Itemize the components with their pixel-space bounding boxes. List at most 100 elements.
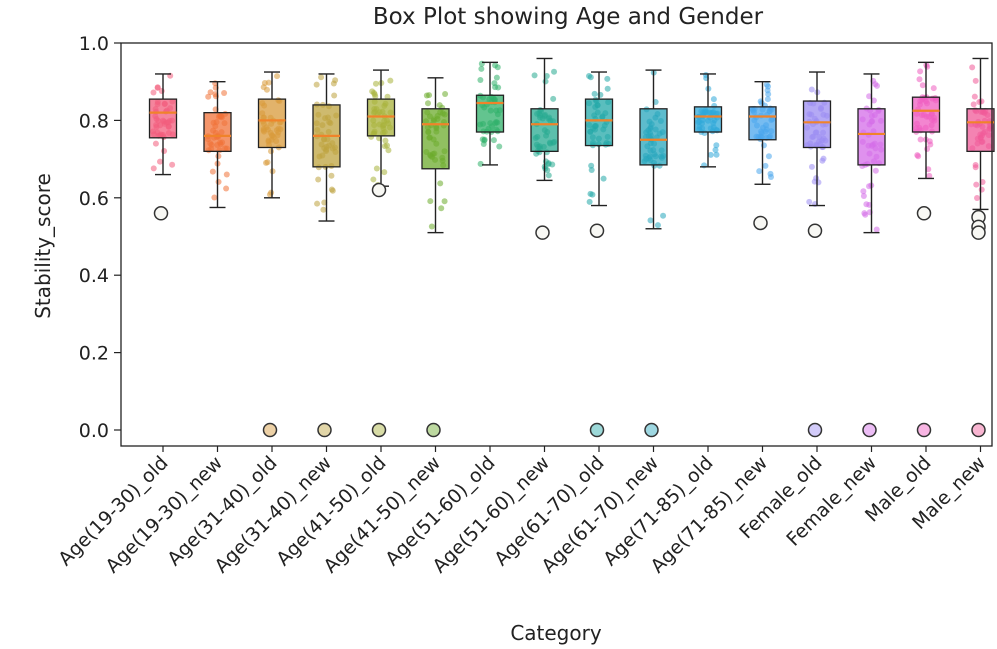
- jitter-point: [917, 68, 924, 75]
- outlier-point: [807, 223, 823, 238]
- jitter-point: [930, 85, 937, 92]
- y-axis-label: Stability_score: [31, 173, 55, 319]
- jitter-point: [764, 96, 771, 103]
- jitter-point: [479, 136, 486, 143]
- jitter-point: [588, 162, 595, 169]
- iqr-box: [584, 98, 614, 147]
- jitter-point: [438, 205, 445, 212]
- jitter-point: [531, 72, 538, 79]
- jitter-point: [860, 193, 867, 200]
- jitter-point: [533, 150, 540, 157]
- jitter-point: [873, 226, 880, 233]
- jitter-point: [819, 157, 826, 164]
- jitter-point: [442, 90, 449, 97]
- jitter-point: [441, 198, 448, 205]
- jitter-point: [808, 163, 815, 170]
- box-Age(51-60)_new: [530, 57, 559, 182]
- jitter-point: [660, 212, 667, 219]
- jitter-point: [381, 143, 388, 150]
- outlier-point-zero: [426, 422, 441, 438]
- jitter-point: [318, 74, 325, 81]
- jitter-point: [477, 160, 484, 167]
- jitter-point: [713, 142, 720, 149]
- jitter-point: [543, 73, 550, 80]
- box-Male_old: [911, 61, 941, 180]
- box-Age(31-40)_old: [257, 71, 287, 199]
- jitter-point: [169, 161, 176, 168]
- jitter-point: [762, 162, 769, 169]
- jitter-point: [549, 161, 556, 168]
- jitter-point: [313, 81, 320, 88]
- jitter-point: [974, 194, 981, 201]
- iqr-box: [966, 108, 995, 153]
- jitter-point: [161, 148, 168, 155]
- jitter-point: [263, 159, 270, 166]
- jitter-point: [550, 95, 557, 102]
- jitter-point: [330, 80, 337, 87]
- outlier-point-zero: [807, 422, 823, 438]
- x-axis: Age(19-30)_oldAge(19-30)_newAge(31-40)_o…: [54, 446, 990, 578]
- outlier-point-zero: [916, 422, 932, 438]
- jitter-point: [970, 101, 977, 108]
- jitter-point: [972, 77, 979, 84]
- jitter-point: [154, 84, 161, 91]
- jitter-point: [267, 148, 274, 155]
- iqr-box: [693, 106, 723, 133]
- jitter-point: [924, 63, 931, 70]
- jitter-point: [915, 153, 922, 160]
- jitter-point: [874, 82, 881, 89]
- jitter-point: [919, 82, 926, 89]
- jitter-point: [604, 85, 611, 92]
- outlier-point: [916, 206, 932, 221]
- iqr-box: [475, 94, 505, 133]
- jitter-point: [586, 198, 593, 205]
- jitter-point: [261, 79, 268, 86]
- iqr-box: [421, 108, 450, 170]
- jitter-point: [384, 93, 391, 100]
- jitter-point: [387, 77, 394, 84]
- jitter-point: [328, 172, 335, 179]
- jitter-point: [978, 186, 985, 193]
- jitter-point: [813, 175, 820, 182]
- jitter-point: [321, 199, 328, 206]
- jitter-point: [551, 68, 558, 75]
- jitter-point: [490, 137, 497, 144]
- jitter-point: [917, 136, 924, 143]
- box-Age(71-85)_new: [748, 80, 777, 185]
- jitter-point: [372, 80, 379, 87]
- y-tick-label: 0.2: [79, 343, 109, 365]
- outlier-point: [589, 223, 605, 238]
- jitter-point: [925, 166, 932, 173]
- outlier-point: [153, 206, 169, 221]
- jitter-point: [436, 102, 443, 109]
- outlier-point-zero: [371, 422, 387, 438]
- jitter-point: [150, 89, 157, 96]
- box-Age(61-70)_old: [584, 71, 614, 207]
- y-tick-label: 0.0: [79, 420, 109, 442]
- jitter-point: [600, 175, 607, 182]
- jitter-point: [209, 168, 216, 175]
- jitter-point: [973, 181, 980, 188]
- box-Age(19-30)_new: [203, 80, 232, 209]
- outlier-point: [753, 215, 768, 231]
- box-Age(51-60)_old: [475, 61, 505, 166]
- jitter-point: [710, 96, 717, 103]
- y-axis: 0.0 0.2 0.4 0.6 0.8 1.0: [79, 33, 121, 442]
- jitter-point: [589, 191, 596, 198]
- jitter-point: [863, 201, 870, 208]
- jitter-point: [860, 188, 867, 195]
- jitter-point: [428, 223, 435, 230]
- iqr-box: [148, 98, 178, 139]
- outlier-point-zero: [644, 422, 659, 438]
- jitter-point: [492, 62, 499, 69]
- y-tick-label: 0.6: [79, 188, 109, 210]
- jitter-point: [158, 87, 165, 94]
- jitter-point: [870, 97, 877, 104]
- jitter-point: [314, 200, 321, 207]
- iqr-box: [257, 98, 287, 149]
- outlier-point-zero: [317, 422, 332, 438]
- jitter-point: [427, 198, 434, 205]
- jitter-point: [263, 86, 270, 93]
- jitter-point: [765, 153, 772, 160]
- box-Age(41-50)_new: [421, 77, 450, 234]
